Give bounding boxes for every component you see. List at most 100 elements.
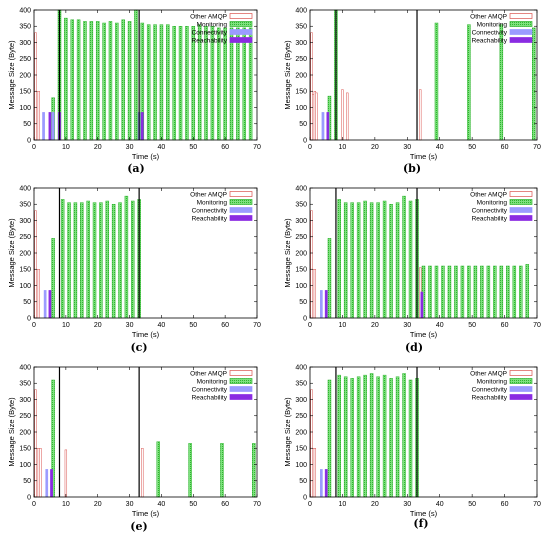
y-tick-label: 50 [299, 121, 307, 128]
bar [220, 443, 224, 498]
legend-swatch [509, 207, 533, 213]
y-tick-label: 150 [295, 446, 307, 453]
bar [321, 112, 325, 141]
y-tick-label: 150 [19, 446, 31, 453]
legend-label: Other AMQP [190, 370, 227, 377]
legend-label: Reachability [472, 37, 508, 44]
chart-panel: 0 50 100 150 200 250 300 350 400 0 10 20 30 40 50 60 70 T… [283, 7, 541, 175]
y-tick-label: 150 [295, 89, 307, 96]
x-tick-label: 40 [436, 322, 444, 329]
legend-label: Other AMQP [190, 191, 227, 198]
x-axis-title: Time (s) [132, 330, 160, 339]
bar [188, 443, 192, 498]
panel-label: (b) [403, 162, 421, 175]
x-tick-label: 10 [62, 144, 70, 151]
bar [156, 441, 160, 498]
bar [324, 469, 328, 498]
bar [102, 22, 106, 141]
x-tick-label: 20 [94, 322, 102, 329]
x-tick-label: 70 [253, 144, 261, 151]
bar [50, 469, 53, 498]
x-tick-label: 40 [436, 501, 444, 508]
bar [236, 27, 240, 141]
bar [166, 24, 170, 141]
bar [343, 202, 348, 319]
y-tick-label: 250 [19, 56, 31, 63]
x-tick-label: 20 [371, 322, 379, 329]
bar [343, 376, 348, 498]
bar [363, 374, 367, 498]
y-tick-label: 250 [19, 413, 31, 420]
legend-swatch [509, 13, 533, 19]
x-axis-title: Time (s) [410, 330, 438, 339]
legend-swatch [229, 378, 253, 384]
bar [480, 265, 484, 319]
bar [350, 378, 354, 498]
x-tick-label: 30 [126, 322, 134, 329]
x-tick-label: 60 [501, 322, 509, 329]
legend: Other AMQPMonitoringConnectivityReachabi… [470, 191, 533, 222]
legend-label: Monitoring [197, 21, 228, 28]
bar [172, 26, 176, 141]
y-tick-label: 0 [27, 315, 31, 322]
bar [532, 27, 536, 141]
bar [185, 26, 189, 141]
bar [320, 469, 323, 498]
legend-label: Monitoring [197, 199, 228, 206]
bar [252, 443, 256, 498]
x-tick-label: 0 [308, 501, 312, 508]
legend-swatch [509, 215, 533, 221]
x-tick-label: 50 [189, 322, 197, 329]
legend-swatch [229, 21, 253, 27]
x-tick-label: 50 [468, 144, 476, 151]
panel-label: (f) [413, 517, 428, 530]
x-tick-label: 60 [501, 144, 509, 151]
chart-panel: 0 50 100 150 200 250 300 350 400 0 10 20 30 40 50 60 70 T… [283, 185, 541, 354]
legend-label: Other AMQP [470, 191, 507, 198]
chart-panel: 0 50 100 150 200 250 300 350 400 0 10 20 30 40 50 60 70 T… [283, 364, 541, 530]
y-tick-label: 200 [19, 429, 31, 436]
bar [315, 92, 318, 141]
y-tick-label: 50 [23, 299, 31, 306]
bar [341, 89, 344, 141]
bar [64, 17, 68, 141]
y-tick-label: 100 [19, 462, 31, 469]
bar [327, 238, 332, 319]
y-axis-title: Message Size (Byte) [7, 218, 16, 288]
legend-label: Other AMQP [470, 370, 507, 377]
bar [408, 200, 413, 319]
bar [217, 27, 221, 141]
chart-panel: 0 50 100 150 200 250 300 350 400 0 10 20 30 40 50 60 70 T… [7, 364, 261, 533]
y-tick-label: 300 [295, 397, 307, 404]
y-tick-label: 400 [295, 7, 307, 14]
bar [363, 200, 367, 319]
bar [313, 448, 317, 498]
legend-label: Reachability [192, 394, 228, 401]
bar [37, 269, 40, 319]
y-tick-label: 300 [19, 397, 31, 404]
y-tick-label: 50 [23, 121, 31, 128]
x-tick-label: 70 [533, 322, 541, 329]
legend-swatch [229, 215, 253, 221]
bar [327, 379, 332, 498]
y-tick-label: 0 [303, 315, 307, 322]
legend-label: Connectivity [472, 207, 508, 214]
y-tick-label: 100 [19, 283, 31, 290]
legend-swatch [229, 29, 253, 35]
y-tick-label: 200 [19, 72, 31, 79]
bar [441, 265, 445, 319]
bar [42, 112, 45, 141]
x-tick-label: 30 [403, 501, 411, 508]
bar [134, 9, 138, 141]
bar [37, 91, 40, 141]
bar [454, 265, 458, 319]
x-tick-label: 50 [468, 501, 476, 508]
x-tick-label: 40 [158, 144, 166, 151]
bar [486, 265, 491, 319]
bar [39, 448, 42, 498]
legend-label: Monitoring [477, 199, 508, 206]
x-tick-label: 60 [221, 144, 229, 151]
legend-swatch [509, 386, 533, 392]
x-tick-label: 40 [158, 322, 166, 329]
